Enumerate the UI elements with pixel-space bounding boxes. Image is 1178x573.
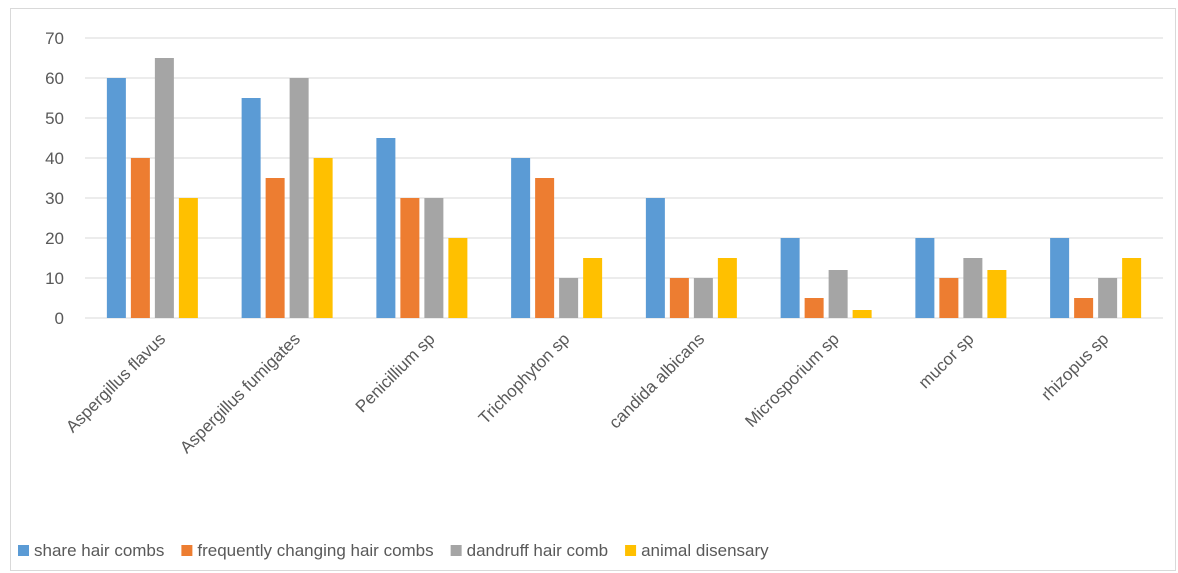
bar — [717, 258, 737, 318]
legend-label: animal disensary — [641, 541, 769, 560]
bar — [939, 278, 959, 318]
bar — [963, 258, 983, 318]
bar — [804, 298, 824, 318]
bar — [265, 178, 285, 318]
y-tick-label: 60 — [45, 69, 64, 88]
y-tick-label: 0 — [55, 309, 64, 328]
y-tick-label: 10 — [45, 269, 64, 288]
legend-item: share hair combs — [18, 541, 164, 560]
bar — [1098, 278, 1118, 318]
bar — [511, 158, 531, 318]
y-tick-label: 20 — [45, 229, 64, 248]
gridlines — [85, 37, 1163, 319]
bar — [241, 98, 261, 318]
x-tick-label: Penicillium sp — [352, 329, 439, 416]
legend-item: animal disensary — [625, 541, 769, 560]
x-tick-label: Aspergillus fumigates — [176, 329, 304, 457]
bar — [583, 258, 603, 318]
bar — [828, 270, 848, 318]
y-tick-label: 50 — [45, 109, 64, 128]
bar — [289, 78, 309, 318]
x-tick-label: Trichophyton sp — [475, 329, 574, 428]
bars — [106, 58, 1142, 318]
bar — [130, 158, 150, 318]
legend-swatch — [181, 545, 193, 556]
x-tick-label: mucor sp — [915, 329, 978, 392]
legend-swatch — [450, 545, 462, 556]
y-tick-label: 30 — [45, 189, 64, 208]
bar — [400, 198, 420, 318]
bar — [1074, 298, 1094, 318]
x-tick-label: candida albicans — [605, 329, 708, 432]
legend-item: dandruff hair comb — [450, 541, 608, 560]
bar — [852, 310, 872, 318]
bar — [535, 178, 555, 318]
y-tick-label: 40 — [45, 149, 64, 168]
legend-swatch — [18, 545, 29, 556]
bar — [645, 198, 665, 318]
bar — [915, 238, 935, 318]
bar — [780, 238, 800, 318]
bar — [106, 78, 126, 318]
bar — [313, 158, 333, 318]
bar — [559, 278, 579, 318]
bar — [448, 238, 468, 318]
x-tick-label: Microsporium sp — [741, 329, 843, 431]
legend-label: dandruff hair comb — [467, 541, 608, 560]
bar — [376, 138, 396, 318]
x-tick-label: Aspergillus flavus — [62, 329, 169, 436]
bar — [424, 198, 444, 318]
legend-item: frequently changing hair combs — [181, 541, 434, 560]
x-tick-label: rhizopus sp — [1038, 329, 1113, 404]
bar — [178, 198, 198, 318]
bar — [693, 278, 713, 318]
bar — [154, 58, 174, 318]
legend-label: frequently changing hair combs — [197, 541, 433, 560]
bar — [1122, 258, 1142, 318]
legend-swatch — [625, 545, 637, 556]
bar — [669, 278, 689, 318]
legend: share hair combs frequently changing hair… — [18, 541, 769, 560]
bar — [1050, 238, 1070, 318]
y-tick-label: 70 — [45, 29, 64, 48]
bar — [987, 270, 1007, 318]
legend-label: share hair combs — [34, 541, 164, 560]
